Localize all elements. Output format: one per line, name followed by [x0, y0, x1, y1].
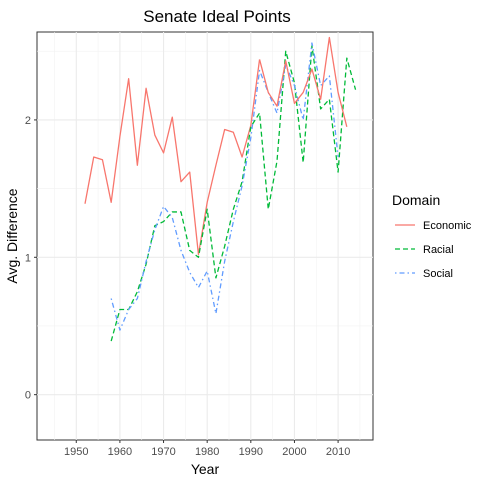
x-tick-label: 1990 [239, 446, 263, 458]
y-tick-label: 1 [25, 252, 31, 264]
grid-layer [37, 32, 373, 440]
x-tick-label: 1980 [195, 446, 219, 458]
y-tick-label: 0 [25, 390, 31, 402]
series-layer [84, 36, 357, 342]
plot-panel [36, 31, 374, 441]
legend-label-economic: Economic [423, 220, 472, 232]
legend: Domain Economic Racial Social [392, 192, 472, 280]
x-tick-label: 1970 [151, 446, 175, 458]
series-line-economic [84, 59, 261, 256]
legend-items: Economic Racial Social [395, 220, 472, 280]
legend-label-social: Social [423, 268, 453, 280]
x-tick-label: 1950 [64, 446, 88, 458]
chart-title: Senate Ideal Points [143, 7, 290, 26]
legend-label-racial: Racial [423, 244, 454, 256]
x-tick-label: 2000 [282, 446, 306, 458]
y-tick-label: 2 [25, 115, 31, 127]
x-tick-label: 2010 [326, 446, 350, 458]
series-line-social [110, 42, 339, 331]
legend-title: Domain [392, 192, 440, 208]
x-tick-label: 1960 [108, 446, 132, 458]
y-axis-title: Avg. Difference [4, 188, 20, 283]
x-axis-title: Year [191, 461, 220, 477]
series-line-economic [258, 36, 348, 127]
axis-layer: 1950 1960 1970 1980 1990 2000 2010 0 1 2 [25, 115, 350, 458]
